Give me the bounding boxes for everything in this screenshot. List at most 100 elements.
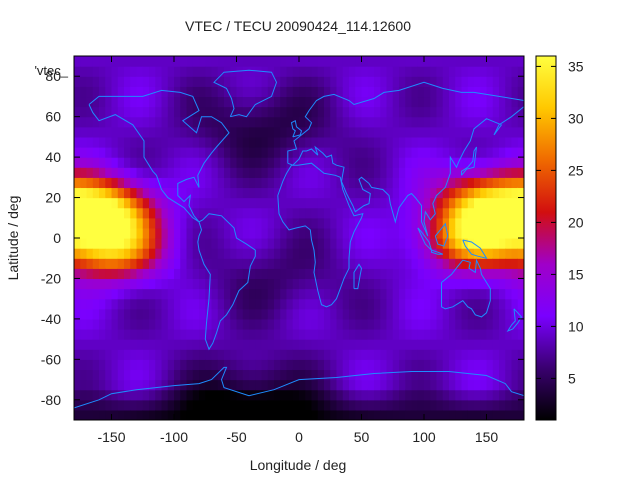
heatmap-cell [86,207,94,219]
heatmap-cell [174,238,181,249]
heatmap-cell [411,389,419,401]
heatmap-cell [336,359,344,371]
heatmap-cell [299,76,306,87]
heatmap-cell [292,268,300,280]
heatmap-cell [111,268,119,280]
heatmap-cell [499,177,506,189]
heatmap-cell [436,278,444,290]
heatmap-cell [330,248,338,259]
heatmap-cell [305,66,313,77]
heatmap-cell [105,399,113,411]
heatmap-cell [442,268,450,280]
heatmap-cell [324,298,331,310]
heatmap-cell [430,66,438,77]
heatmap-cell [236,136,244,148]
heatmap-cell [349,278,356,290]
heatmap-cell [480,56,488,67]
heatmap-cell [149,66,156,77]
heatmap-cell [255,329,263,340]
heatmap-cell [442,157,450,168]
heatmap-cell [380,157,388,168]
heatmap-cell [111,187,119,199]
heatmap-cell [80,227,88,239]
heatmap-cell [105,278,113,290]
heatmap-cell [80,96,88,108]
heatmap-cell [505,248,513,259]
heatmap-cell [480,409,488,420]
heatmap-cell [317,349,325,360]
heatmap-cell [180,86,188,98]
heatmap-cell [130,339,138,350]
heatmap-cell [192,217,200,229]
heatmap-cell [386,157,394,168]
heatmap-cell [230,278,238,290]
heatmap-cell [449,126,456,138]
heatmap-cell [211,248,219,259]
heatmap-cell [336,308,344,320]
heatmap-cell [267,217,275,229]
heatmap-cell [292,359,300,371]
x-tick-label: -50 [226,429,246,445]
heatmap-cell [317,409,325,420]
heatmap-cell [280,177,288,189]
heatmap-cell [186,399,194,411]
heatmap-cell [130,298,138,310]
heatmap-cell [130,217,138,229]
heatmap-cell [399,157,406,168]
heatmap-cell [486,359,494,371]
heatmap-cell [286,177,294,189]
heatmap-cell [361,136,369,148]
heatmap-cell [374,197,381,209]
heatmap-cell [299,268,306,280]
heatmap-cell [330,318,338,330]
heatmap-cell [430,56,438,67]
heatmap-cell [211,197,219,209]
heatmap-cell [161,147,169,158]
heatmap-cell [236,339,244,350]
heatmap-cell [474,308,481,320]
heatmap-cell [380,66,388,77]
heatmap-cell [361,329,369,340]
heatmap-cell [217,298,225,310]
heatmap-cell [474,298,481,310]
heatmap-cell [517,126,524,138]
heatmap-cell [324,359,331,371]
heatmap-cell [392,258,400,269]
heatmap-cell [349,329,356,340]
heatmap-cell [292,76,300,87]
heatmap-cell [267,389,275,401]
heatmap-cell [211,409,219,420]
heatmap-cell [174,116,181,128]
heatmap-cell [417,308,425,320]
heatmap-cell [292,258,300,269]
heatmap-cell [399,369,406,381]
heatmap-cell [199,126,206,138]
heatmap-cell [342,258,350,269]
heatmap-cell [411,318,419,330]
heatmap-cell [311,308,319,320]
heatmap-cell [342,318,350,330]
heatmap-cell [99,177,106,189]
heatmap-cell [436,369,444,381]
heatmap-cell [480,217,488,229]
heatmap-cell [380,116,388,128]
heatmap-cell [449,106,456,118]
heatmap-cell [124,66,131,77]
heatmap-cell [180,349,188,360]
heatmap-cell [474,76,481,87]
heatmap-cell [255,268,263,280]
heatmap-cell [180,238,188,249]
heatmap-cell [299,258,306,269]
heatmap-cell [286,106,294,118]
heatmap-cell [305,207,313,219]
heatmap-cell [417,318,425,330]
heatmap-cell [261,157,269,168]
heatmap-cell [486,409,494,420]
heatmap-cell [361,349,369,360]
heatmap-cell [461,389,469,401]
heatmap-cell [386,399,394,411]
heatmap-cell [105,147,113,158]
heatmap-cell [142,197,150,209]
heatmap-cell [361,116,369,128]
heatmap-cell [167,126,175,138]
